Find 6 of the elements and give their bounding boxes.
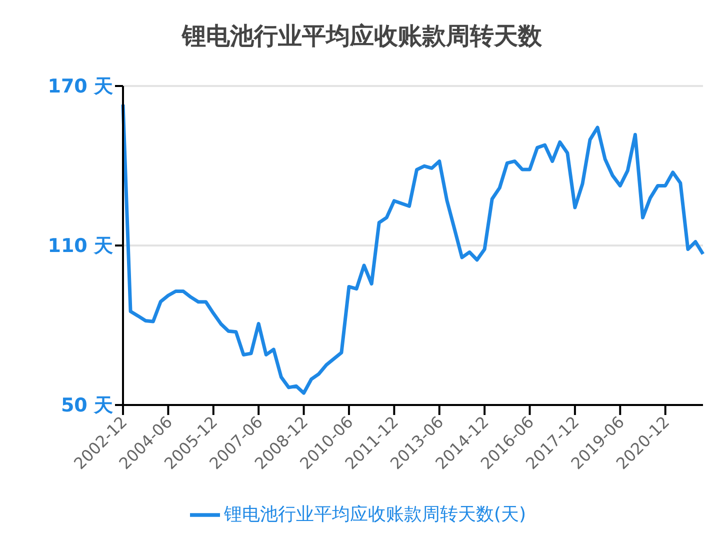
y-tick-label: 170 天: [48, 76, 113, 98]
y-tick-label: 110 天: [48, 235, 113, 258]
line-series: [121, 102, 705, 395]
y-tick-label: 50 天: [60, 394, 113, 417]
legend-label: 锂电池行业平均应收账款周转天数(天): [224, 504, 526, 525]
chart-title: 锂电池行业平均应收账款周转天数: [180, 21, 543, 52]
